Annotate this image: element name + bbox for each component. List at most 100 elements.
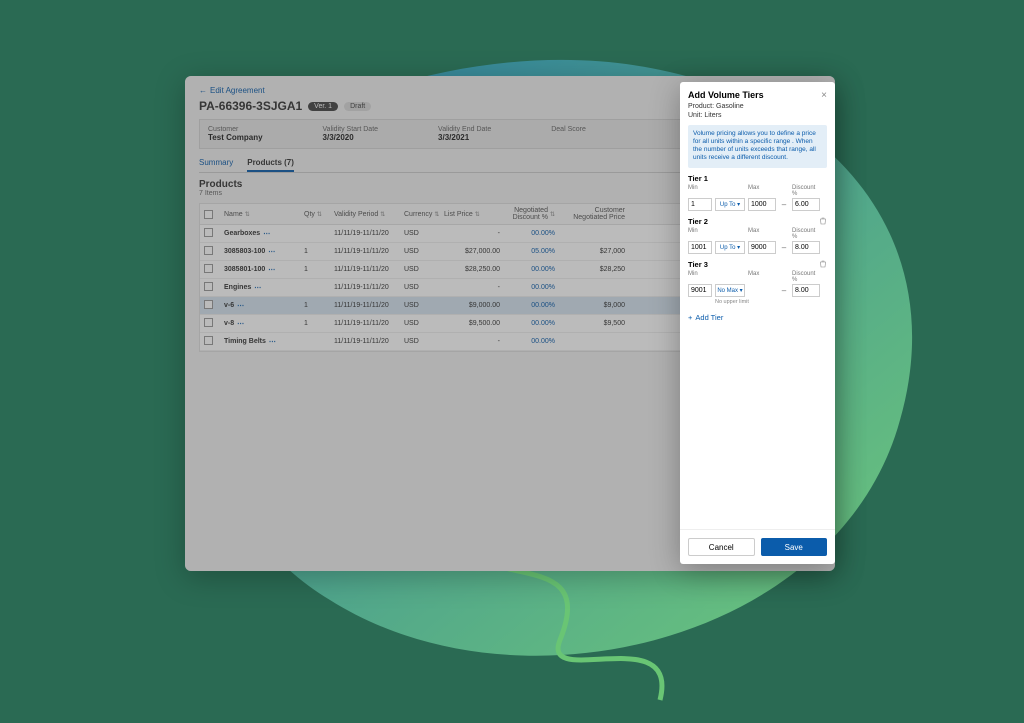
row-validity: 11/11/19-11/11/20 [334,338,404,345]
back-link-label: Edit Agreement [210,86,265,95]
row-discount[interactable]: 00.00% [504,302,559,309]
row-menu-icon[interactable]: ⋯ [268,266,275,274]
dash-separator: – [779,243,789,252]
row-menu-icon[interactable]: ⋯ [237,320,244,328]
row-checkbox[interactable] [204,318,213,327]
tier-max-input[interactable] [748,241,776,254]
tier-max-input[interactable] [748,198,776,211]
add-tier-button[interactable]: +Add Tier [688,313,827,322]
col-custneg: Customer Negotiated Price [559,207,629,221]
version-badge: Ver. 1 [308,102,338,111]
col-currency: Currency⇅ [404,211,444,218]
row-list: - [444,284,504,291]
row-checkbox[interactable] [204,264,213,273]
sort-icon[interactable]: ⇅ [245,211,250,218]
row-menu-icon[interactable]: ⋯ [254,284,261,292]
row-currency: USD [404,320,444,327]
row-discount[interactable]: 00.00% [504,320,559,327]
tier-discount-input[interactable] [792,284,820,297]
product-label: Product: [688,103,714,110]
save-button[interactable]: Save [761,538,828,556]
product-name: Gasoline [716,103,744,110]
tier-discount-input[interactable] [792,241,820,254]
plus-icon: + [688,313,692,322]
meta-start: 3/3/2020 [323,133,379,142]
tier-name: Tier 2 [688,217,708,226]
row-list: $28,250.00 [444,266,504,273]
row-checkbox[interactable] [204,282,213,291]
row-discount[interactable]: 00.00% [504,338,559,345]
agreement-id: PA-66396-3SJGA1 [199,99,302,113]
row-list: $9,000.00 [444,302,504,309]
meta-score-label: Deal Score [551,126,586,133]
row-validity: 11/11/19-11/11/20 [334,284,404,291]
row-custneg: $9,500 [559,320,629,327]
sort-icon[interactable]: ⇅ [434,211,439,218]
col-validity: Validity Period⇅ [334,211,404,218]
row-list: $9,500.00 [444,320,504,327]
volume-tiers-panel: Add Volume Tiers × Product: Gasoline Uni… [680,82,835,564]
row-checkbox[interactable] [204,228,213,237]
tier: Tier 1MinMaxDiscount %Up To ▾– [688,174,827,211]
row-checkbox[interactable] [204,246,213,255]
tier-mode-dropdown[interactable]: No Max ▾ [715,284,745,297]
row-checkbox[interactable] [204,300,213,309]
row-name: Timing Belts ⋯ [224,338,304,346]
row-currency: USD [404,266,444,273]
row-validity: 11/11/19-11/11/20 [334,302,404,309]
row-menu-icon[interactable]: ⋯ [268,248,275,256]
row-checkbox[interactable] [204,336,213,345]
tab-summary[interactable]: Summary [199,155,233,172]
tier: Tier 2MinMaxDiscount %Up To ▾– [688,217,827,254]
row-discount[interactable]: 00.00% [504,266,559,273]
row-currency: USD [404,338,444,345]
col-disc: Negotiated Discount %⇅ [504,207,559,221]
row-validity: 11/11/19-11/11/20 [334,248,404,255]
row-validity: 11/11/19-11/11/20 [334,230,404,237]
row-discount[interactable]: 05.00% [504,248,559,255]
cancel-button[interactable]: Cancel [688,538,755,556]
row-qty: 1 [304,320,334,327]
sort-icon[interactable]: ⇅ [475,211,480,218]
status-badge: Draft [344,102,371,111]
meta-end: 3/3/2021 [438,133,491,142]
col-list: List Price⇅ [444,211,504,218]
tier-min-input[interactable] [688,198,712,211]
tier-discount-input[interactable] [792,198,820,211]
tier-min-input[interactable] [688,284,712,297]
sort-icon[interactable]: ⇅ [317,211,322,218]
tier-min-input[interactable] [688,241,712,254]
tier-name: Tier 3 [688,260,708,269]
row-currency: USD [404,230,444,237]
row-menu-icon[interactable]: ⋯ [269,338,276,346]
row-list: - [444,230,504,237]
nomax-sub: No upper limit [715,299,776,305]
row-name: Engines ⋯ [224,284,304,292]
row-menu-icon[interactable]: ⋯ [263,230,270,238]
arrow-left-icon: ← [199,86,207,95]
row-discount[interactable]: 00.00% [504,230,559,237]
row-currency: USD [404,302,444,309]
dash-separator: – [779,286,789,295]
meta-start-label: Validity Start Date [323,126,379,133]
select-all-checkbox[interactable] [204,210,213,219]
trash-icon[interactable] [819,217,827,225]
sort-icon[interactable]: ⇅ [550,211,555,218]
row-menu-icon[interactable]: ⋯ [237,302,244,310]
col-qty: Qty⇅ [304,211,334,218]
row-validity: 11/11/19-11/11/20 [334,266,404,273]
row-discount[interactable]: 00.00% [504,284,559,291]
row-custneg: $9,000 [559,302,629,309]
tier-mode-dropdown[interactable]: Up To ▾ [715,241,745,254]
row-name: 3085801-100 ⋯ [224,266,304,274]
row-name: v-6 ⋯ [224,302,304,310]
tab-products[interactable]: Products (7) [247,155,294,172]
tier-mode-dropdown[interactable]: Up To ▾ [715,198,745,211]
row-validity: 11/11/19-11/11/20 [334,320,404,327]
sort-icon[interactable]: ⇅ [380,211,385,218]
info-box: Volume pricing allows you to define a pr… [688,125,827,168]
col-name: Name⇅ [224,211,304,218]
close-icon[interactable]: × [821,90,827,101]
row-currency: USD [404,284,444,291]
trash-icon[interactable] [819,260,827,268]
